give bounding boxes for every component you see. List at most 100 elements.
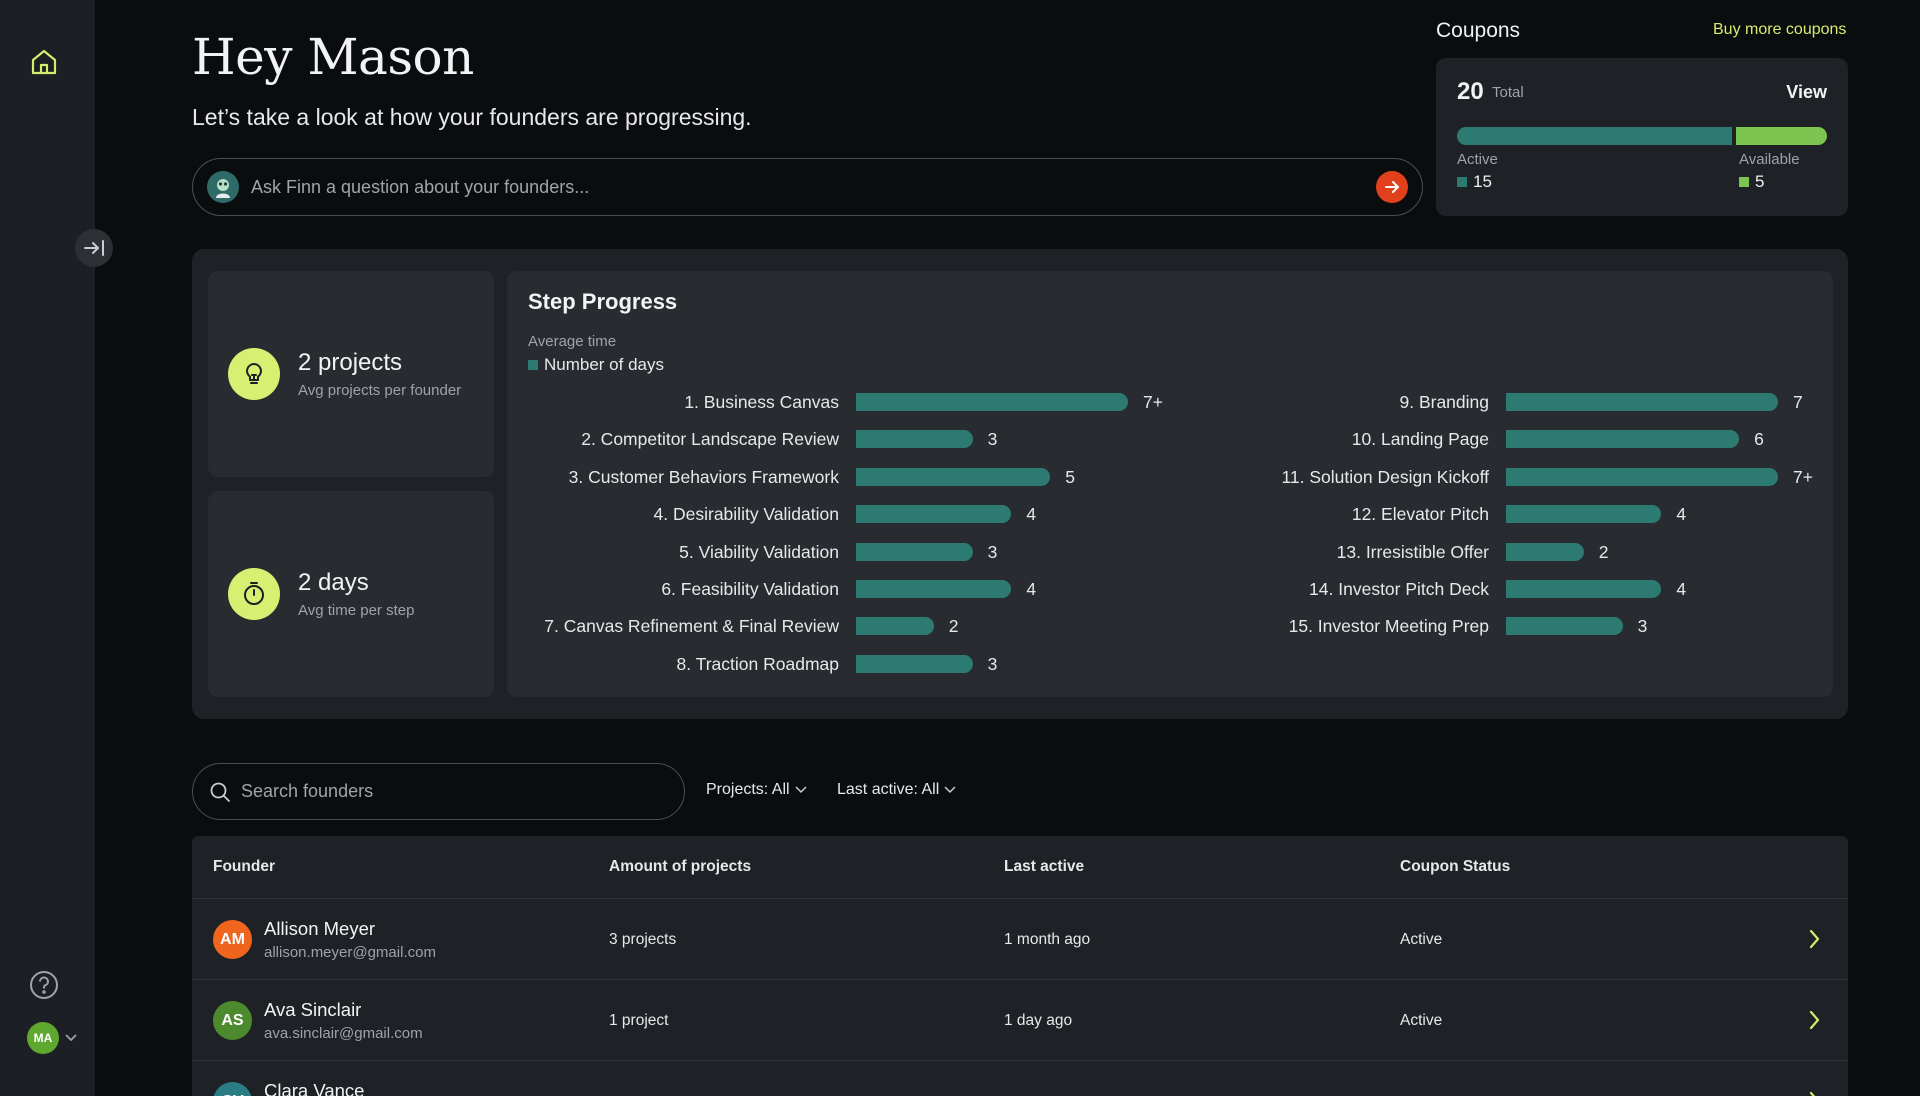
search-founders-input[interactable] xyxy=(241,781,684,802)
coupons-available-segment xyxy=(1735,127,1827,145)
sidebar: MA xyxy=(0,0,95,1096)
page-subtitle: Let’s take a look at how your founders a… xyxy=(192,104,752,130)
column-founder[interactable]: Founder xyxy=(213,858,275,875)
help-icon[interactable] xyxy=(28,969,60,1001)
table-header: Founder Amount of projects Last active C… xyxy=(192,836,1848,899)
page-title: Hey Mason xyxy=(192,28,474,86)
bar-label: 3. Customer Behaviors Framework xyxy=(568,466,839,487)
table-row[interactable]: AS Ava Sinclair ava.sinclair@gmail.com 1 pr… xyxy=(192,980,1848,1061)
coupons-total-value: 20 xyxy=(1457,78,1484,105)
founders-table: Founder Amount of projects Last active C… xyxy=(192,836,1848,1096)
column-projects[interactable]: Amount of projects xyxy=(609,858,752,875)
bar-value-label: 5 xyxy=(1065,466,1076,487)
bar xyxy=(856,580,1012,598)
bar xyxy=(856,654,973,673)
bar xyxy=(856,617,934,636)
chevron-right-icon[interactable] xyxy=(1805,928,1823,950)
user-avatar: MA xyxy=(27,1022,59,1054)
table-row[interactable]: AM Allison Meyer allison.meyer@gmail.com 3 … xyxy=(192,899,1848,980)
bar-value-label: 7+ xyxy=(1143,392,1163,412)
coupons-usage-bar xyxy=(1457,127,1827,145)
bar-value-label: 7 xyxy=(1793,392,1803,412)
bar-label: 5. Viability Validation xyxy=(679,541,839,562)
column-coupon-status[interactable]: Coupon Status xyxy=(1400,858,1511,875)
chevron-down-icon xyxy=(795,786,807,794)
stats-panel: 2 projects Avg projects per founder 2 da… xyxy=(192,249,1848,719)
bar xyxy=(1506,580,1662,598)
bar xyxy=(1506,617,1623,636)
bar-value-label: 3 xyxy=(987,653,998,674)
bar-label: 8. Traction Roadmap xyxy=(676,653,839,674)
founder-email: allison.meyer@gmail.com xyxy=(264,944,436,961)
founder-projects: 1 project xyxy=(609,1012,669,1029)
bar-label: 13. Irresistible Offer xyxy=(1336,541,1489,562)
bar-value-label: 2 xyxy=(1598,541,1609,562)
avg-projects-label: Avg projects per founder xyxy=(298,382,462,399)
coupons-view-button[interactable]: View xyxy=(1786,82,1827,102)
bar-value-label: 3 xyxy=(987,429,998,450)
bar-label: 11. Solution Design Kickoff xyxy=(1281,466,1489,487)
founder-last-active: 1 day ago xyxy=(1004,1012,1073,1029)
chevron-right-icon[interactable] xyxy=(1805,1090,1823,1096)
bar-label: 15. Investor Meeting Prep xyxy=(1288,616,1489,637)
coupons-active-count: 15 xyxy=(1473,172,1492,191)
founder-name: Clara Vance xyxy=(264,1080,365,1096)
ask-finn-bar xyxy=(192,158,1423,216)
founder-avatar: AM xyxy=(213,920,252,959)
bar-value-label: 7+ xyxy=(1793,466,1813,487)
founder-projects: 3 projects xyxy=(609,931,677,948)
send-button[interactable] xyxy=(1376,171,1408,203)
bar-label: 10. Landing Page xyxy=(1351,429,1489,450)
table-row[interactable]: CV Clara Vance xyxy=(192,1061,1848,1096)
avg-time-label: Avg time per step xyxy=(298,602,415,619)
arrow-right-icon xyxy=(1385,181,1399,193)
bar-value-label: 2 xyxy=(948,616,959,637)
last-active-filter[interactable]: Last active: All xyxy=(837,781,956,799)
chevron-down-icon xyxy=(65,1034,77,1042)
bar-label: 4. Desirability Validation xyxy=(653,504,839,525)
home-icon[interactable] xyxy=(28,46,60,78)
coupons-card: 20 Total View Active Available 15 5 xyxy=(1436,58,1848,216)
bar xyxy=(1506,393,1778,411)
user-menu[interactable]: MA xyxy=(27,1022,77,1054)
bar-value-label: 4 xyxy=(1026,504,1037,525)
bar xyxy=(856,430,973,449)
bar xyxy=(1506,467,1778,486)
step-progress-chart: Step Progress Average time Number of day… xyxy=(507,271,1833,697)
chevron-right-icon[interactable] xyxy=(1805,1009,1823,1031)
buy-more-coupons-link[interactable]: Buy more coupons xyxy=(1713,21,1847,38)
avg-projects-value: 2 projects xyxy=(298,349,403,376)
bar xyxy=(856,467,1051,486)
projects-filter-label: Projects: All xyxy=(706,781,790,798)
active-swatch xyxy=(1457,177,1467,187)
finn-face-icon xyxy=(216,179,230,198)
founder-name: Ava Sinclair xyxy=(264,999,362,1020)
projects-filter[interactable]: Projects: All xyxy=(706,781,807,799)
coupons-active-label: Active xyxy=(1457,151,1498,168)
table-body: AM Allison Meyer allison.meyer@gmail.com 3 … xyxy=(192,899,1848,1096)
bar-label: 6. Feasibility Validation xyxy=(661,579,839,599)
legend-label: Number of days xyxy=(544,355,664,374)
avg-time-value: 2 days xyxy=(298,569,369,596)
last-active-filter-label: Last active: All xyxy=(837,781,940,798)
legend-swatch xyxy=(528,360,538,370)
column-last-active[interactable]: Last active xyxy=(1004,858,1085,875)
founder-last-active: 1 month ago xyxy=(1004,931,1091,948)
founder-name: Allison Meyer xyxy=(264,918,376,939)
coupons-total-label: Total xyxy=(1492,84,1524,101)
search-founders-box xyxy=(192,763,685,820)
chevron-down-icon xyxy=(944,786,956,794)
bar-label: 12. Elevator Pitch xyxy=(1351,504,1489,525)
bar xyxy=(856,542,973,561)
founder-coupon-status: Active xyxy=(1400,931,1443,948)
sidebar-collapse-button[interactable] xyxy=(75,229,113,267)
bar-value-label: 6 xyxy=(1754,429,1764,450)
ask-finn-input[interactable] xyxy=(251,176,1376,198)
bar-value-label: 4 xyxy=(1026,579,1037,599)
lightbulb-icon xyxy=(228,348,280,400)
bar-value-label: 3 xyxy=(1637,616,1648,637)
coupons-available-value: 5 xyxy=(1739,172,1764,192)
available-swatch xyxy=(1739,177,1749,187)
coupons-available-count: 5 xyxy=(1755,172,1765,191)
founder-coupon-status: Active xyxy=(1400,1012,1443,1029)
